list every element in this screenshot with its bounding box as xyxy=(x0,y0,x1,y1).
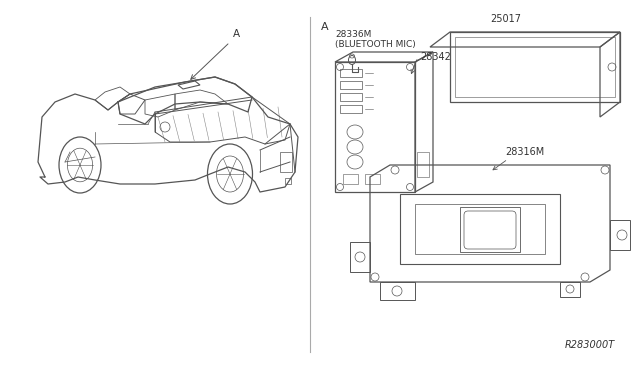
Text: (BLUETOOTH MIC): (BLUETOOTH MIC) xyxy=(335,40,416,49)
Text: 28336M: 28336M xyxy=(335,30,371,39)
Bar xyxy=(335,62,415,192)
Bar xyxy=(455,37,615,97)
Text: 28316M: 28316M xyxy=(505,147,544,157)
Text: R283000T: R283000T xyxy=(564,340,615,350)
Bar xyxy=(280,152,292,172)
Bar xyxy=(340,81,362,89)
Bar xyxy=(340,93,362,101)
Bar xyxy=(285,178,291,184)
Bar xyxy=(415,204,545,254)
Bar xyxy=(417,152,429,177)
Text: A: A xyxy=(233,29,240,39)
Bar xyxy=(343,174,358,184)
Bar xyxy=(340,69,362,77)
Text: 25017: 25017 xyxy=(490,14,521,24)
Bar xyxy=(340,105,362,113)
Text: A: A xyxy=(321,22,328,32)
Bar xyxy=(365,174,380,184)
Text: 28342: 28342 xyxy=(420,52,451,62)
